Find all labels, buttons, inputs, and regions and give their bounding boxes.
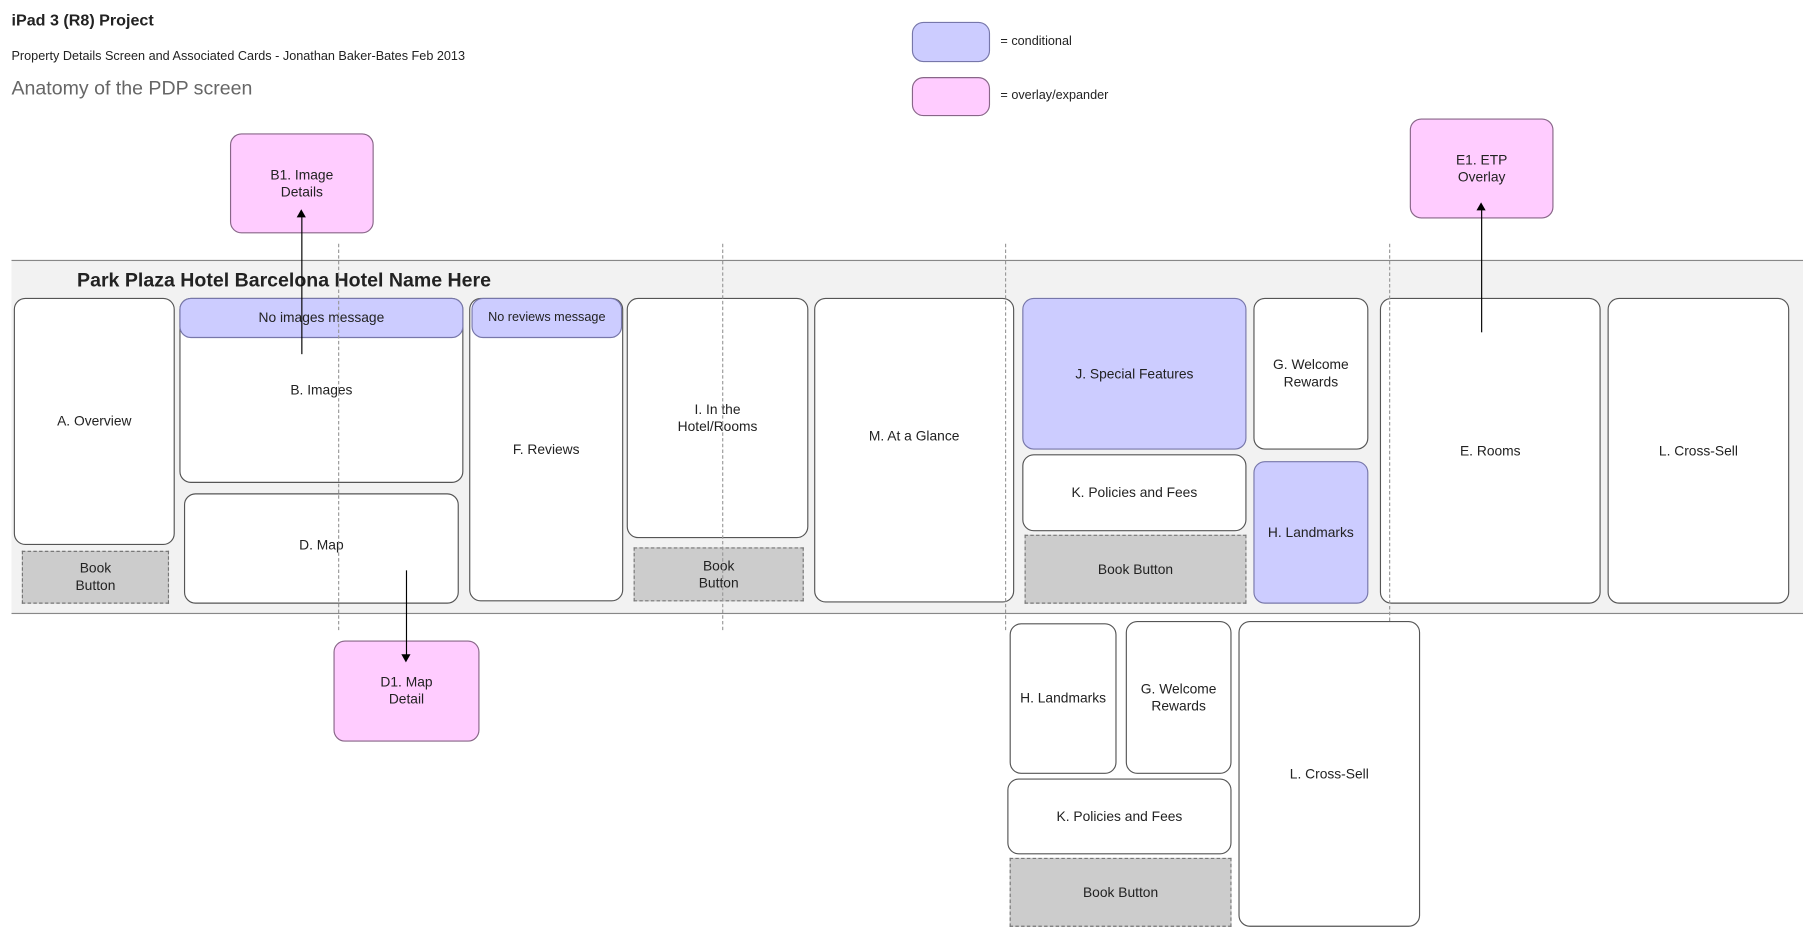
page-divider <box>1005 243 1007 631</box>
arrow-head-icon <box>1476 202 1486 211</box>
arrow-rooms-to-etp <box>1481 206 1483 333</box>
legend-conditional-label: = conditional <box>1000 34 1072 49</box>
legend-overlay-label: = overlay/expander <box>1000 88 1109 103</box>
card-welcome-rewards: G. Welcome Rewards <box>1253 297 1369 450</box>
card-at-a-glance: M. At a Glance <box>814 297 1015 603</box>
card-images-label: B. Images <box>290 381 353 398</box>
subtitle: Property Details Screen and Associated C… <box>11 49 466 64</box>
book-button[interactable]: Book Button <box>21 550 170 604</box>
card-landmarks: H. Landmarks <box>1253 461 1369 604</box>
page-divider <box>722 243 724 631</box>
card-overview: A. Overview <box>13 297 175 546</box>
card-map: D. Map <box>183 493 459 604</box>
card-in-the-hotel: I. In the Hotel/Rooms <box>626 297 809 539</box>
legend-overlay-swatch <box>911 77 991 117</box>
alt-card-landmarks: H. Landmarks <box>1009 623 1117 774</box>
no-images-message: No images message <box>179 297 464 339</box>
card-reviews: F. Reviews <box>469 297 624 602</box>
book-button[interactable]: Book Button <box>1024 534 1247 604</box>
card-special-features: J. Special Features <box>1022 297 1247 450</box>
no-reviews-message: No reviews message <box>471 297 623 339</box>
card-policies-and-fees: K. Policies and Fees <box>1022 454 1247 532</box>
legend-conditional-swatch <box>911 21 991 63</box>
alt-card-welcome-rewards: G. Welcome Rewards <box>1125 620 1232 774</box>
book-button[interactable]: Book Button <box>633 547 804 602</box>
overlay-etp: E1. ETP Overlay <box>1409 118 1554 219</box>
project-title: iPad 3 (R8) Project <box>11 10 154 29</box>
book-button[interactable]: Book Button <box>1009 857 1232 927</box>
arrow-head-icon <box>401 654 411 663</box>
alt-card-policies-and-fees: K. Policies and Fees <box>1007 778 1232 855</box>
page-divider <box>338 243 340 631</box>
card-rooms: E. Rooms <box>1379 297 1601 604</box>
alt-card-cross-sell: L. Cross-Sell <box>1238 620 1421 927</box>
arrow-map-to-map-detail <box>405 570 408 656</box>
page-divider <box>1389 243 1391 627</box>
arrow-head-icon <box>296 209 306 218</box>
page-heading: Anatomy of the PDP screen <box>11 77 253 99</box>
arrow-images-to-image-details <box>301 213 303 355</box>
hotel-name: Park Plaza Hotel Barcelona Hotel Name He… <box>77 269 491 291</box>
card-cross-sell: L. Cross-Sell <box>1607 297 1790 604</box>
